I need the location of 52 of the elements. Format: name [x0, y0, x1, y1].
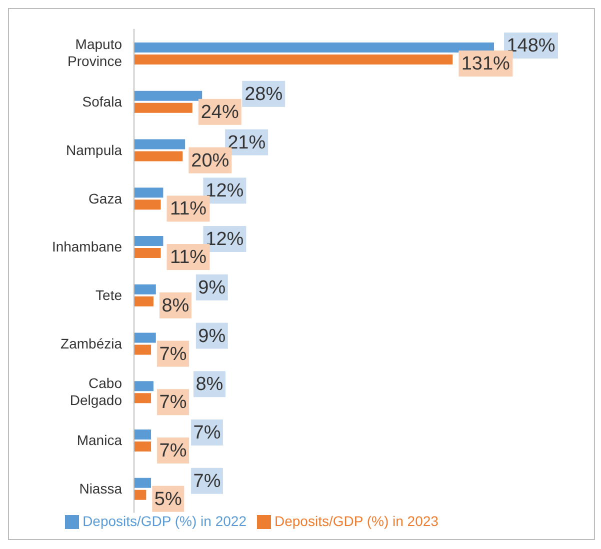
bar: [134, 296, 154, 306]
data-label: 9%: [198, 277, 226, 298]
y-tick-label: Inhambane: [52, 238, 122, 255]
y-tick-label: Manica: [76, 432, 122, 448]
legend-label: Deposits/GDP (%) in 2023: [274, 512, 438, 529]
bar: [134, 478, 152, 488]
data-label: 5%: [154, 488, 182, 510]
y-tick-label: Zambézia: [60, 335, 122, 352]
bar: [134, 284, 156, 294]
data-label: 24%: [200, 102, 239, 123]
data-label: 12%: [206, 229, 244, 250]
data-label: 7%: [159, 440, 187, 462]
y-tick-label: Sofala: [82, 94, 122, 110]
bar: [134, 102, 192, 113]
y-tick-label: Maputo Province: [68, 36, 122, 70]
bar: [134, 332, 156, 343]
data-label: 8%: [162, 295, 190, 316]
bar: [134, 236, 164, 246]
bar: [134, 490, 146, 500]
bar: [134, 151, 183, 162]
data-label: 7%: [159, 344, 187, 365]
bar: [134, 200, 161, 210]
y-tick-label: Tete: [96, 287, 122, 304]
bar: [134, 188, 164, 198]
y-tick-label: Nampula: [66, 142, 122, 158]
data-label: 7%: [193, 422, 221, 444]
data-label: 11%: [170, 198, 207, 220]
data-label: 20%: [191, 150, 230, 172]
bar: [134, 42, 494, 53]
data-label: 21%: [228, 132, 266, 154]
legend-label: Deposits/GDP (%) in 2022: [82, 512, 246, 529]
y-tick-label: Niassa: [79, 480, 122, 497]
bar: [134, 381, 154, 392]
data-label: 28%: [244, 84, 283, 105]
bar: [134, 344, 152, 355]
data-label: 9%: [198, 326, 226, 347]
data-label: 8%: [196, 374, 224, 396]
data-label: 7%: [193, 470, 221, 492]
bar: [134, 430, 152, 440]
bar: [134, 393, 152, 404]
data-label: 12%: [206, 180, 244, 202]
bar: [134, 139, 186, 150]
data-label: 131%: [461, 54, 510, 75]
y-tick-label: Cabo Delgado: [70, 374, 122, 408]
y-tick-label: Gaza: [88, 190, 122, 206]
data-label: 148%: [506, 36, 556, 57]
bar: [134, 54, 453, 65]
bar: [134, 90, 202, 101]
bar: [134, 248, 161, 258]
data-label: 7%: [159, 392, 187, 414]
data-label: 11%: [170, 247, 207, 268]
bar: [134, 442, 152, 452]
